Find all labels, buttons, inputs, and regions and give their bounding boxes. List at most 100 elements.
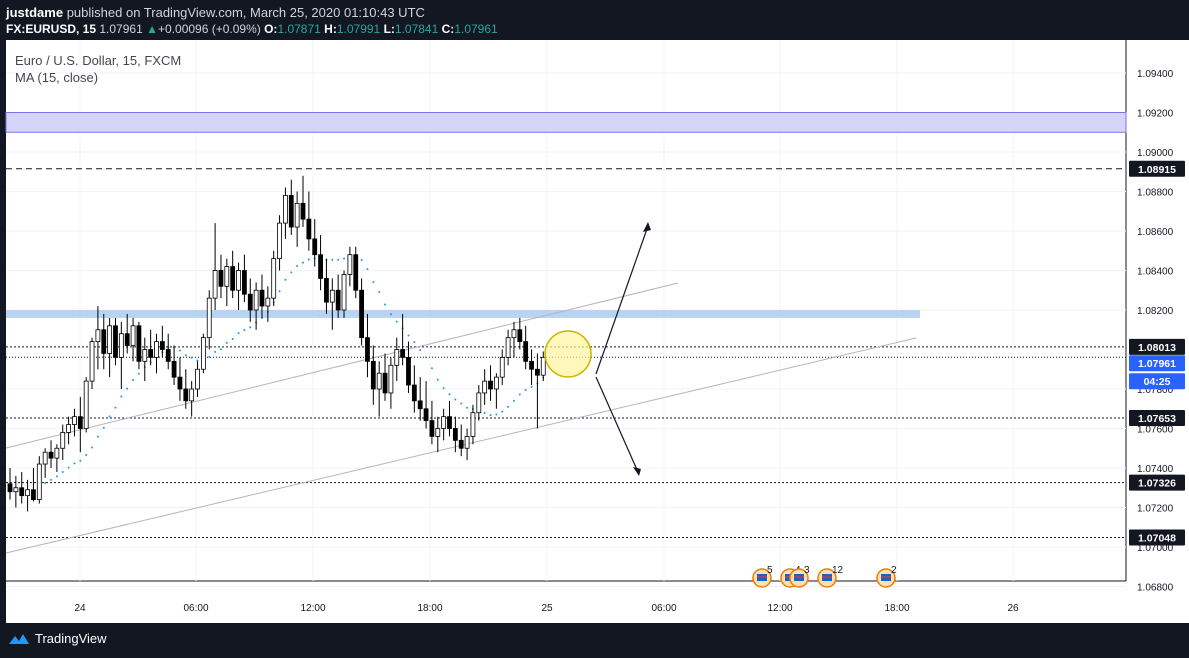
highlight-circle[interactable] <box>544 330 592 378</box>
ma-point <box>91 446 94 449</box>
symbol-label: FX:EURUSD, 15 <box>6 22 97 36</box>
candle <box>101 313 107 370</box>
high-label: H: <box>324 22 337 36</box>
publish-info: justdame published on TradingView.com, M… <box>6 5 425 20</box>
candle <box>347 246 353 287</box>
candle <box>359 278 365 346</box>
candle <box>300 175 306 228</box>
candle <box>441 408 447 441</box>
svg-text:3: 3 <box>804 565 810 576</box>
time-axis[interactable]: 24 06:00 12:00 18:00 25 06:00 12:00 18:00 26 <box>74 603 1019 614</box>
time-tick-label: 25 <box>541 603 553 614</box>
ma-point <box>495 413 498 416</box>
candle <box>247 278 253 322</box>
tradingview-logo[interactable]: TradingView <box>8 631 107 646</box>
candle <box>329 278 335 330</box>
economic-event-icon[interactable]: 2 <box>876 565 897 588</box>
purple-supply-zone[interactable] <box>5 112 1127 133</box>
candle <box>306 191 312 251</box>
candle <box>312 219 318 267</box>
candle <box>353 246 359 299</box>
ma-point <box>530 385 533 388</box>
candle <box>406 341 411 393</box>
time-tick-label: 26 <box>1007 603 1019 614</box>
ma-point <box>436 378 439 381</box>
candle <box>218 254 224 299</box>
ma-point <box>102 426 105 429</box>
publisher-name[interactable]: justdame <box>6 5 64 20</box>
candle <box>130 317 136 362</box>
candle <box>335 274 341 318</box>
price-axis[interactable]: 1.09400 1.09200 1.09000 1.08800 1.08600 1.084… <box>1137 69 1174 594</box>
candle <box>505 329 511 366</box>
ma-point <box>518 393 521 396</box>
current-price-badge: 1.07961 <box>1129 355 1185 372</box>
time-tick-label: 12:00 <box>767 603 792 614</box>
candle <box>517 317 523 350</box>
ma-point <box>114 406 117 409</box>
candle <box>400 313 406 366</box>
price-tick-label: 1.08400 <box>1137 267 1174 278</box>
indicator-title[interactable]: MA (15, close) <box>15 70 99 85</box>
ma-point <box>85 454 88 457</box>
candle <box>107 317 113 378</box>
ma-point <box>389 313 392 316</box>
blue-resistance-zone[interactable] <box>6 310 920 318</box>
level-price-badge: 1.07048 <box>1129 529 1185 546</box>
price-tick-label: 1.08800 <box>1137 188 1174 199</box>
candle <box>394 337 400 382</box>
ma-point <box>360 258 363 261</box>
ma-point <box>407 334 410 337</box>
svg-text:5: 5 <box>767 565 773 576</box>
svg-text:2: 2 <box>891 565 897 576</box>
price-chart[interactable]: 1.09400 1.09200 1.09000 1.08800 1.08600 1.084… <box>0 40 1189 623</box>
ma-point <box>190 356 193 359</box>
candle <box>236 262 241 310</box>
candle <box>271 250 277 307</box>
candle <box>7 468 13 500</box>
candle <box>464 428 470 461</box>
candle <box>165 333 171 370</box>
price-tick-label: 1.07400 <box>1137 464 1174 475</box>
ma-point <box>278 290 281 293</box>
ma-point <box>178 349 181 352</box>
economic-event-icon[interactable]: 5 <box>752 565 773 588</box>
economic-event-icon[interactable]: 12 <box>817 565 844 588</box>
price-axis-background <box>1126 40 1189 581</box>
up-arrow-line[interactable] <box>595 225 649 375</box>
economic-event-icon[interactable]: 3 <box>789 565 810 588</box>
svg-text:1.07048: 1.07048 <box>1138 533 1176 545</box>
upper-channel-line[interactable] <box>5 282 679 449</box>
candle <box>376 361 382 417</box>
svg-text:1.07961: 1.07961 <box>1138 358 1176 370</box>
chart-area[interactable]: 1.09400 1.09200 1.09000 1.08800 1.08600 1.084… <box>0 40 1189 623</box>
ma-point <box>413 341 416 344</box>
instrument-title[interactable]: Euro / U.S. Dollar, 15, FXCM <box>15 53 182 68</box>
candle <box>200 333 206 374</box>
candle <box>25 479 30 512</box>
time-tick-label: 06:00 <box>651 603 676 614</box>
ma-point <box>284 278 287 281</box>
candle <box>183 369 189 409</box>
ma-point <box>296 265 299 268</box>
candle <box>452 416 458 453</box>
price-tick-label: 1.08600 <box>1137 227 1174 238</box>
ma-point <box>55 475 58 478</box>
ma-point <box>512 399 515 402</box>
ma-point <box>337 258 340 261</box>
candle <box>458 424 464 457</box>
candle <box>83 377 89 433</box>
candle <box>535 353 540 429</box>
candle <box>224 258 230 307</box>
ma-point <box>231 337 234 340</box>
price-tick-label: 1.09400 <box>1137 69 1174 80</box>
ma-point <box>489 414 492 417</box>
level-price-badge: 1.07653 <box>1129 410 1185 427</box>
ma-point <box>395 320 398 323</box>
ma-point <box>419 349 422 352</box>
time-tick-label: 24 <box>74 603 86 614</box>
level-price-badge: 1.08013 <box>1129 338 1185 355</box>
down-arrow-line[interactable] <box>595 376 639 473</box>
price-tick-label: 1.07000 <box>1137 543 1174 554</box>
candle <box>411 365 417 413</box>
